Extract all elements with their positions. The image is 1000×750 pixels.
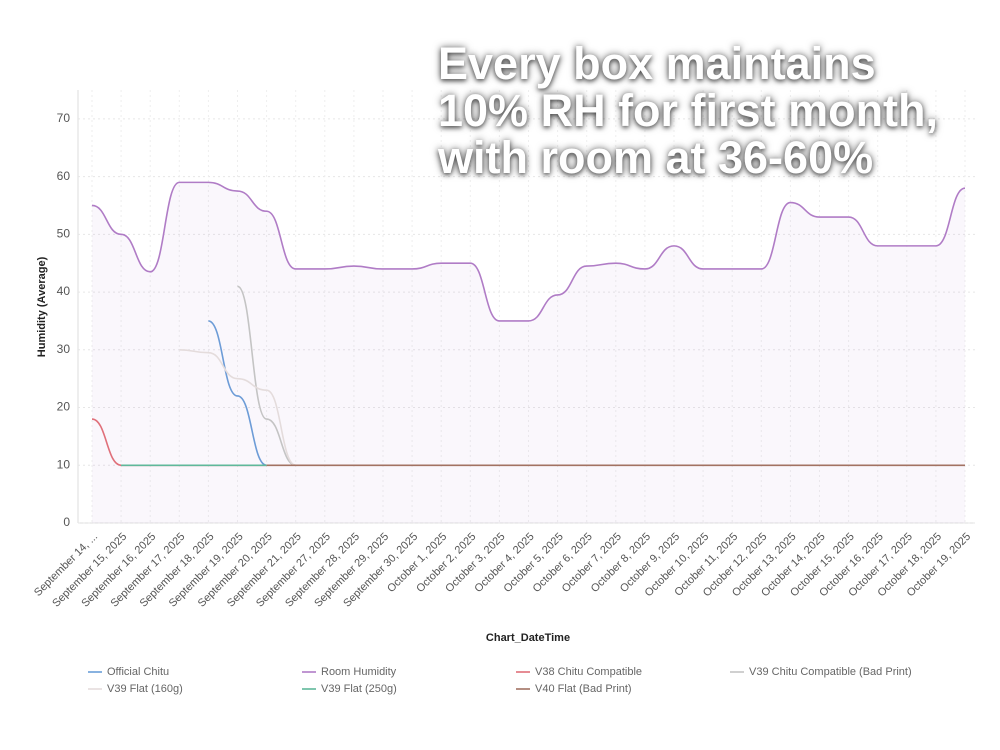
y-tick-label: 40 [57,284,71,298]
legend-label: V39 Chitu Compatible (Bad Print) [749,666,912,678]
legend-label: V39 Flat (160g) [107,683,183,695]
legend-label: Official Chitu [107,666,169,678]
area [92,182,965,523]
annotation: Every box maintains 10% RH for first mon… [438,38,939,183]
x-axis-label: Chart_DateTime [486,632,570,644]
legend-label: Room Humidity [321,666,397,678]
y-tick-label: 30 [57,342,71,356]
y-axis-label: Humidity (Average) [36,256,48,357]
legend-label: V39 Flat (250g) [321,683,397,695]
line [179,349,297,467]
legend-label: V40 Flat (Bad Print) [535,683,632,695]
legend-label: V38 Chitu Compatible [535,666,642,678]
line [237,285,296,467]
line [208,320,267,467]
y-tick-label: 70 [57,111,71,125]
y-tick-label: 10 [57,457,71,471]
line [91,181,966,322]
y-tick-label: 50 [57,227,71,241]
y-tick-label: 20 [57,400,71,414]
y-tick-label: 0 [63,515,70,529]
y-tick-label: 60 [57,169,71,183]
